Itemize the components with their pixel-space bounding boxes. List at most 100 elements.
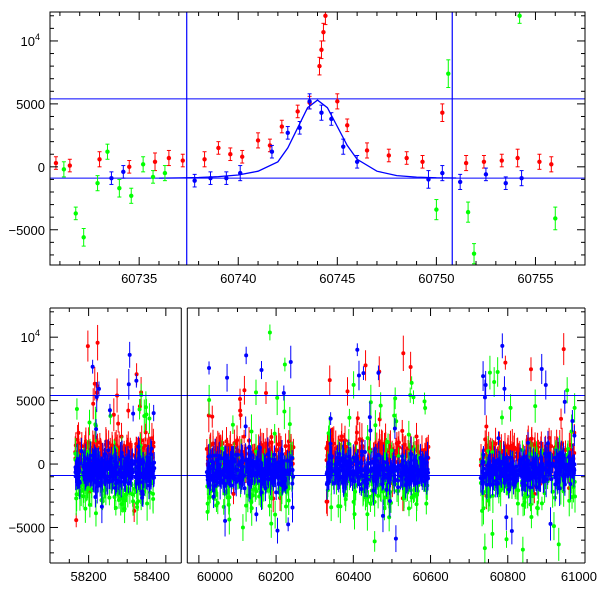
data-point <box>504 515 508 519</box>
data-point <box>472 251 476 255</box>
data-point <box>147 417 151 421</box>
data-point <box>269 522 273 526</box>
data-point <box>409 452 413 456</box>
data-point <box>134 379 138 383</box>
data-point <box>264 391 268 395</box>
data-point <box>426 177 430 181</box>
data-point <box>409 365 413 369</box>
data-point <box>74 211 78 215</box>
data-point <box>119 480 123 484</box>
y-tick-label: 5000 <box>16 97 45 112</box>
data-point <box>481 374 485 378</box>
data-point <box>100 505 104 509</box>
data-point <box>141 162 145 166</box>
data-point <box>533 404 537 408</box>
data-point <box>502 387 506 391</box>
data-point <box>357 482 361 486</box>
data-point <box>107 496 111 500</box>
data-point <box>319 110 323 114</box>
data-point <box>381 514 385 518</box>
data-point <box>75 407 79 411</box>
data-point <box>423 406 427 410</box>
data-point <box>86 344 90 348</box>
data-point <box>401 351 405 355</box>
data-point <box>288 422 292 426</box>
data-point <box>573 406 577 410</box>
data-point <box>360 450 364 454</box>
data-point <box>500 158 504 162</box>
data-point <box>127 165 131 169</box>
data-point <box>105 150 109 154</box>
data-point <box>131 499 135 503</box>
y-tick-label-base: 10 <box>21 34 35 49</box>
data-point <box>352 383 356 387</box>
data-point <box>388 499 392 503</box>
data-point <box>147 483 151 487</box>
data-point <box>284 444 288 448</box>
data-point <box>282 410 286 414</box>
data-point <box>353 512 357 516</box>
data-point <box>244 353 248 357</box>
data-point <box>563 400 567 404</box>
data-point <box>321 30 325 34</box>
data-point <box>483 546 487 550</box>
data-point <box>114 462 118 466</box>
data-point <box>97 157 101 161</box>
data-point <box>407 433 411 437</box>
data-point <box>267 457 271 461</box>
data-point <box>562 347 566 351</box>
data-point <box>139 471 143 475</box>
data-point <box>86 487 90 491</box>
data-point <box>249 429 253 433</box>
data-point <box>128 470 132 474</box>
data-point <box>240 155 244 159</box>
data-point <box>112 413 116 417</box>
data-point <box>192 178 196 182</box>
data-point <box>241 465 245 469</box>
data-point <box>287 471 291 475</box>
data-point <box>283 469 287 473</box>
data-point <box>268 330 272 334</box>
data-point <box>135 505 139 509</box>
data-point <box>266 477 270 481</box>
data-point <box>325 500 329 504</box>
data-point <box>233 460 237 464</box>
data-point <box>122 473 126 477</box>
data-point <box>74 496 78 500</box>
data-point <box>516 502 520 506</box>
data-point <box>117 186 121 190</box>
data-point <box>124 493 128 497</box>
data-point <box>270 150 274 154</box>
data-point <box>77 469 81 473</box>
data-point <box>515 156 519 160</box>
data-point <box>512 447 516 451</box>
data-point <box>97 387 101 391</box>
data-point <box>358 437 362 441</box>
data-point <box>387 515 391 519</box>
data-point <box>484 172 488 176</box>
data-point <box>92 457 96 461</box>
data-point <box>365 512 369 516</box>
data-point <box>400 429 404 433</box>
data-point <box>152 411 156 415</box>
data-point <box>347 416 351 420</box>
data-point <box>557 542 561 546</box>
data-point <box>284 505 288 509</box>
data-point <box>227 503 231 507</box>
data-point <box>260 368 264 372</box>
data-point <box>238 478 242 482</box>
data-point <box>549 162 553 166</box>
data-point <box>218 476 222 480</box>
data-point <box>519 176 523 180</box>
data-point <box>510 529 514 533</box>
data-point <box>446 71 450 75</box>
data-point <box>83 457 87 461</box>
data-point <box>145 502 149 506</box>
data-point <box>504 181 508 185</box>
data-point <box>341 144 345 148</box>
x-tick-label: 60745 <box>319 271 355 286</box>
data-point <box>208 454 212 458</box>
data-point <box>225 376 229 380</box>
data-point <box>570 419 574 423</box>
